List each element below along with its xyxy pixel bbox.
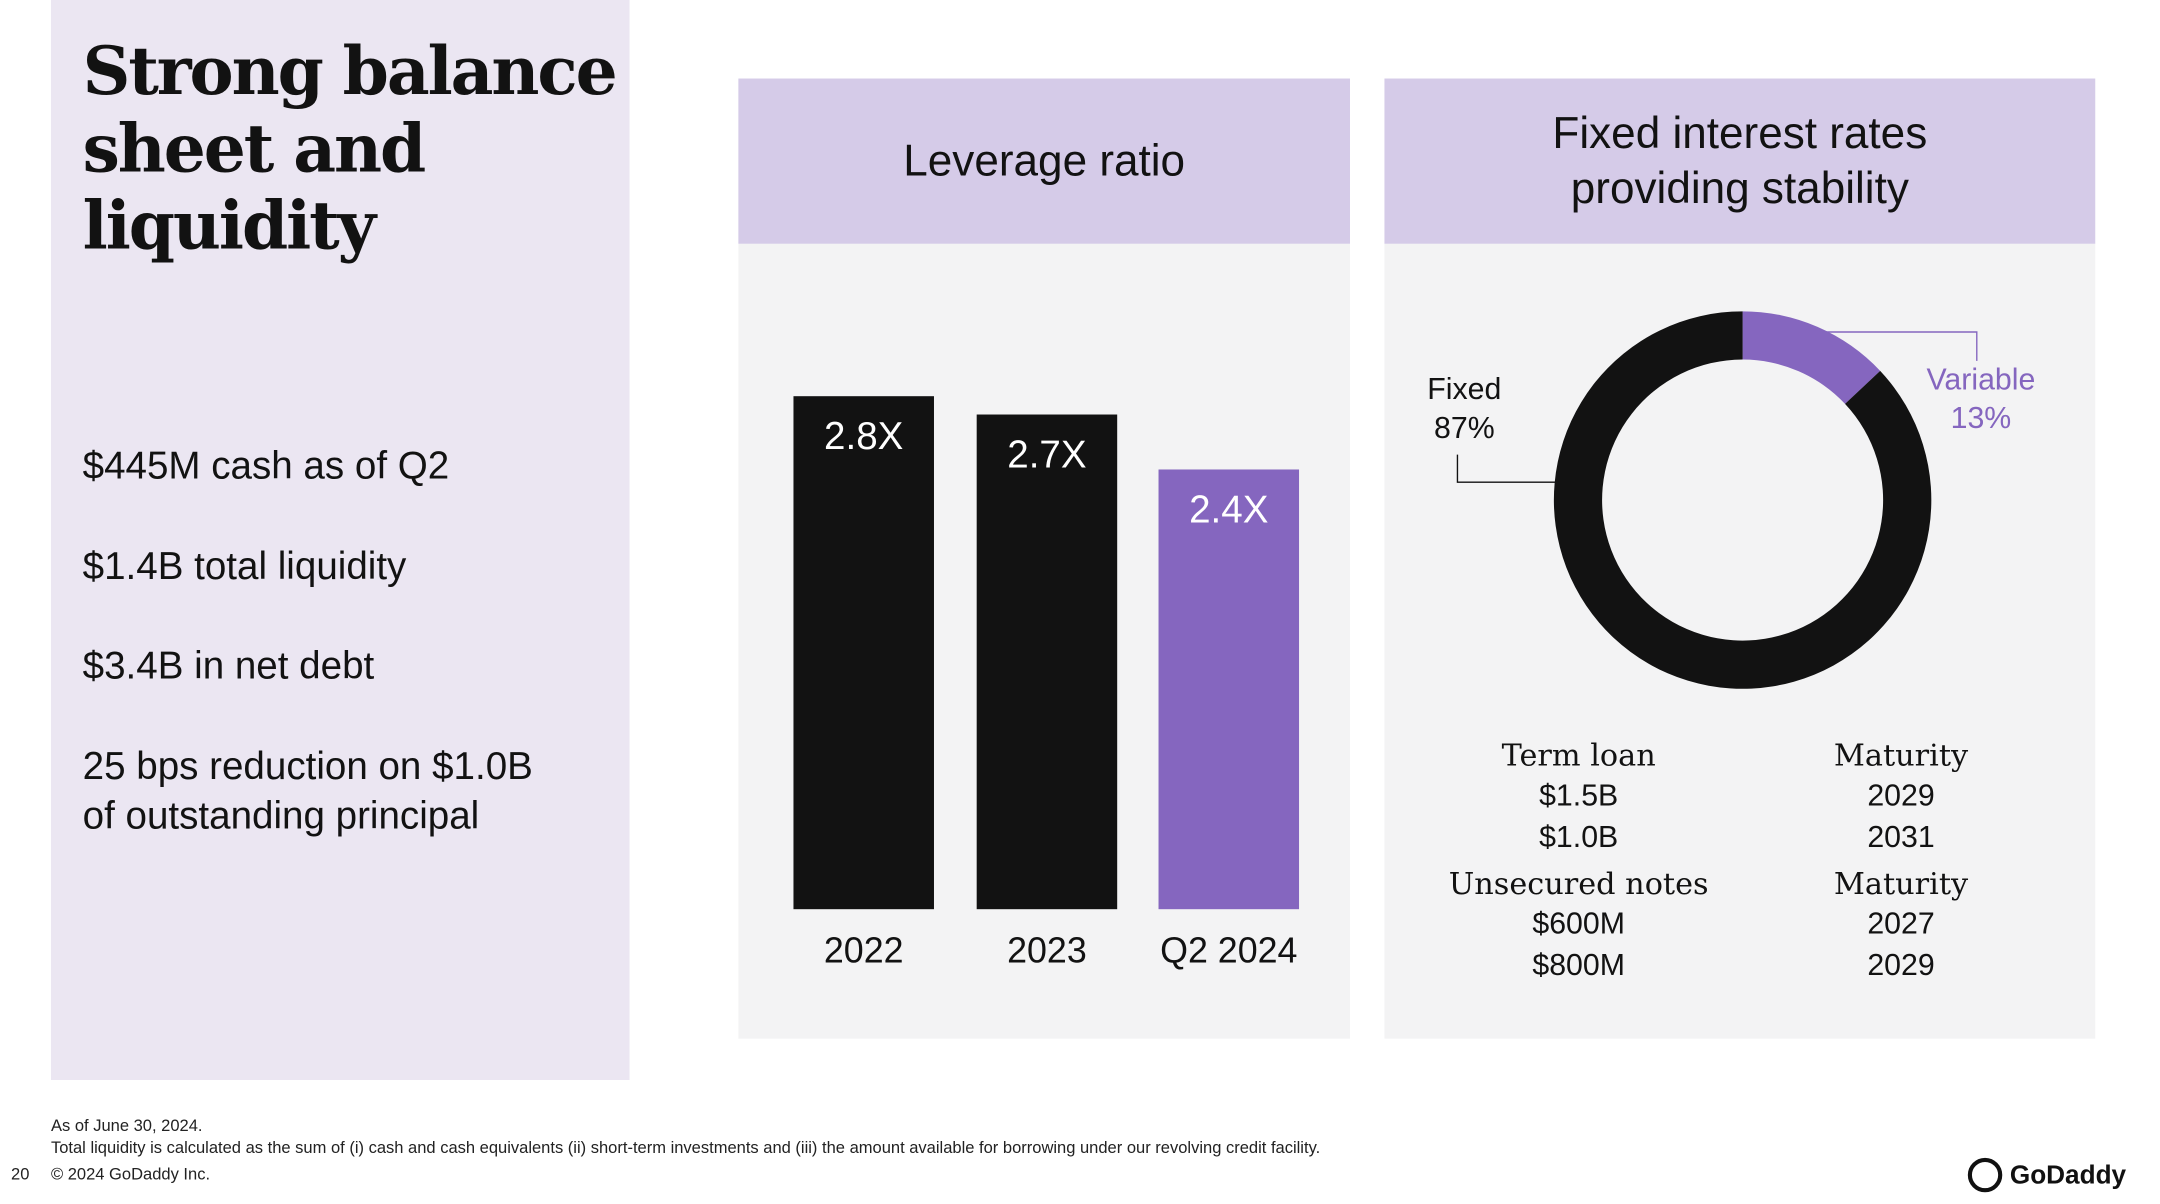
table-cell: $1.5B xyxy=(1539,780,1618,813)
bar-value-label: 2.4X xyxy=(1189,488,1268,531)
bullet: $3.4B in net debt xyxy=(83,644,375,687)
pie-header xyxy=(1384,78,2096,244)
left-panel xyxy=(50,0,630,1081)
x-tick-label: 2023 xyxy=(1007,931,1087,971)
chart-title: providing stability xyxy=(1571,164,1909,213)
table-cell: $800M xyxy=(1532,949,1625,982)
page-number: 20 xyxy=(11,1164,29,1183)
copyright: © 2024 GoDaddy Inc. xyxy=(51,1164,210,1183)
bar-header xyxy=(738,78,1350,244)
table-cell: $1.0B xyxy=(1539,821,1618,854)
table-cell: 2029 xyxy=(1867,780,1934,813)
leader-line xyxy=(1456,454,1557,483)
logo: GoDaddy xyxy=(2010,1159,2127,1189)
bar xyxy=(1158,469,1300,910)
slide-title: Strong balance xyxy=(83,32,616,110)
table-cell: 2031 xyxy=(1867,821,1934,854)
table-cell: $600M xyxy=(1532,908,1625,941)
bar-value-label: 2.7X xyxy=(1007,433,1086,476)
bullet: $445M cash as of Q2 xyxy=(83,445,450,488)
bar xyxy=(793,396,934,910)
table-cell: 2029 xyxy=(1867,949,1934,982)
slice-value-label: 13% xyxy=(1951,402,2012,435)
slice-label: Fixed xyxy=(1427,373,1501,406)
donut-slice xyxy=(1742,311,1881,404)
table-header: Unsecured notes xyxy=(1449,867,1709,902)
table-header: Maturity xyxy=(1834,867,1969,902)
chart-title: Leverage ratio xyxy=(903,137,1185,186)
table-header: Maturity xyxy=(1834,739,1969,774)
slice-label: Variable xyxy=(1926,364,2035,397)
bar xyxy=(976,414,1118,910)
bar-value-label: 2.8X xyxy=(824,415,903,458)
footnote: Total liquidity is calculated as the sum… xyxy=(51,1138,1320,1157)
bullet: $1.4B total liquidity xyxy=(83,545,407,588)
bullet: 25 bps reduction on $1.0B xyxy=(83,745,533,788)
x-tick-label: Q2 2024 xyxy=(1160,931,1297,971)
leader-line xyxy=(1815,331,1978,361)
slide-title: sheet and xyxy=(83,109,425,187)
bullet: of outstanding principal xyxy=(83,794,480,837)
table-header: Term loan xyxy=(1502,739,1656,774)
chart-title: Fixed interest rates xyxy=(1552,109,1927,158)
footnote: As of June 30, 2024. xyxy=(51,1116,203,1135)
slice-value-label: 87% xyxy=(1434,412,1495,445)
logo-icon xyxy=(1967,1157,2003,1193)
slide-title: liquidity xyxy=(83,186,378,264)
x-tick-label: 2022 xyxy=(824,931,904,971)
table-cell: 2027 xyxy=(1867,908,1934,941)
